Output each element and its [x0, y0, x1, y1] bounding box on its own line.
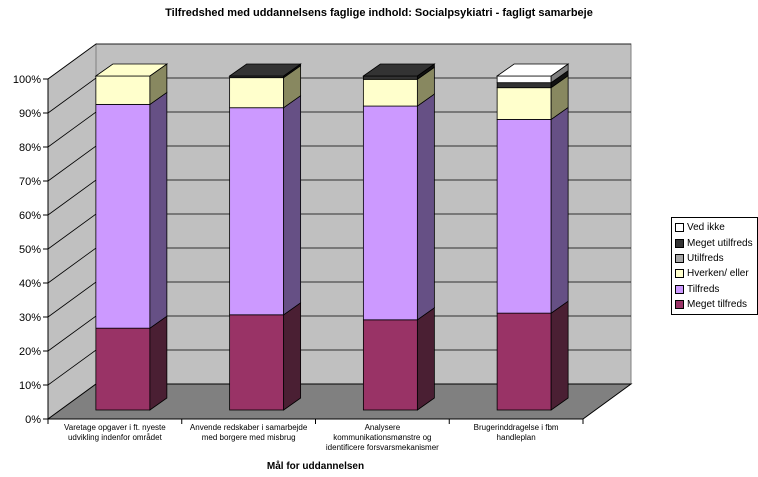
bar-segment — [496, 312, 552, 411]
legend-label: Hverken/ eller — [687, 268, 749, 280]
x-axis-title: Mål for uddannelsen — [267, 460, 364, 472]
legend-swatch — [675, 253, 684, 263]
bar-segment-side — [283, 94, 302, 316]
legend-swatch — [675, 284, 684, 294]
legend-item: Meget tilfreds — [672, 297, 757, 312]
bar-segment — [362, 319, 418, 411]
bar-segment — [496, 82, 552, 89]
legend-label: Meget utilfreds — [687, 237, 753, 249]
x-tick-label: udvikling indenfor området — [68, 433, 163, 442]
y-tick-label: 90% — [19, 108, 41, 120]
x-tick-label: kommunikationsmønstre og — [333, 433, 431, 442]
bar-segment — [229, 77, 285, 109]
legend-item: Tilfreds — [672, 282, 757, 297]
y-tick-label: 10% — [19, 380, 41, 392]
y-tick-label: 40% — [19, 278, 41, 290]
x-tick-label: identificere forsvarsmekanismer — [326, 443, 439, 452]
bar-segment — [95, 327, 151, 411]
legend-item: Hverken/ eller — [672, 266, 757, 281]
y-tick-label: 50% — [19, 244, 41, 256]
y-tick-label: 20% — [19, 346, 41, 358]
x-tick-label: Brugerinddragelse i fbm — [474, 423, 559, 432]
bar-segment — [496, 87, 552, 120]
bar-top — [362, 63, 436, 77]
y-tick-label: 60% — [19, 210, 41, 222]
legend-item: Utilfreds — [672, 251, 757, 266]
y-tick-label: 80% — [19, 142, 41, 154]
legend-label: Ved ikke — [687, 222, 725, 234]
legend-swatch — [675, 223, 684, 233]
legend-item: Ved ikke — [672, 220, 757, 235]
legend-item: Meget utilfreds — [672, 235, 757, 250]
y-tick-label: 100% — [13, 74, 41, 86]
x-tick-label: Varetage opgaver i ft. nyeste — [64, 423, 166, 432]
bar-top — [228, 63, 302, 77]
bar-segment-side — [550, 106, 569, 314]
bar-segment-side — [149, 91, 168, 329]
chart-title: Tilfredshed med uddannelsens faglige ind… — [165, 7, 593, 19]
bar-segment — [362, 105, 418, 321]
bar-top — [495, 63, 570, 77]
bar-segment-side — [283, 302, 302, 411]
bar-segment — [229, 314, 285, 411]
bar-segment — [229, 107, 285, 316]
x-tick-label: handleplan — [497, 433, 536, 442]
chart-legend: Ved ikke Meget utilfreds Utilfreds Hverken/… — [671, 217, 758, 316]
x-tick-label: med borgere med misbrug — [202, 433, 296, 442]
legend-swatch — [675, 238, 684, 248]
bar-top — [94, 63, 169, 77]
bar-segment-side — [550, 300, 569, 411]
y-tick-label: 0% — [25, 414, 41, 426]
legend-swatch — [675, 300, 684, 310]
bar-segment-side — [416, 307, 435, 411]
bar-segment — [95, 103, 151, 329]
bar-segment — [496, 119, 552, 314]
x-tick-label: Anvende redskaber i samarbejde — [190, 423, 308, 432]
y-tick-label: 30% — [19, 312, 41, 324]
bar-segment-side — [149, 315, 168, 411]
bar-segment-side — [416, 93, 435, 321]
x-tick-label: Analysere — [365, 423, 401, 432]
legend-label: Meget tilfreds — [687, 299, 748, 311]
legend-label: Tilfreds — [687, 283, 720, 295]
bar-segment — [496, 75, 552, 84]
bar-segment — [95, 75, 151, 105]
y-tick-label: 70% — [19, 176, 41, 188]
legend-label: Utilfreds — [687, 252, 724, 264]
bar-segment — [362, 75, 418, 80]
legend-swatch — [675, 269, 684, 279]
gridline — [47, 43, 631, 80]
bar-segment — [362, 78, 418, 107]
